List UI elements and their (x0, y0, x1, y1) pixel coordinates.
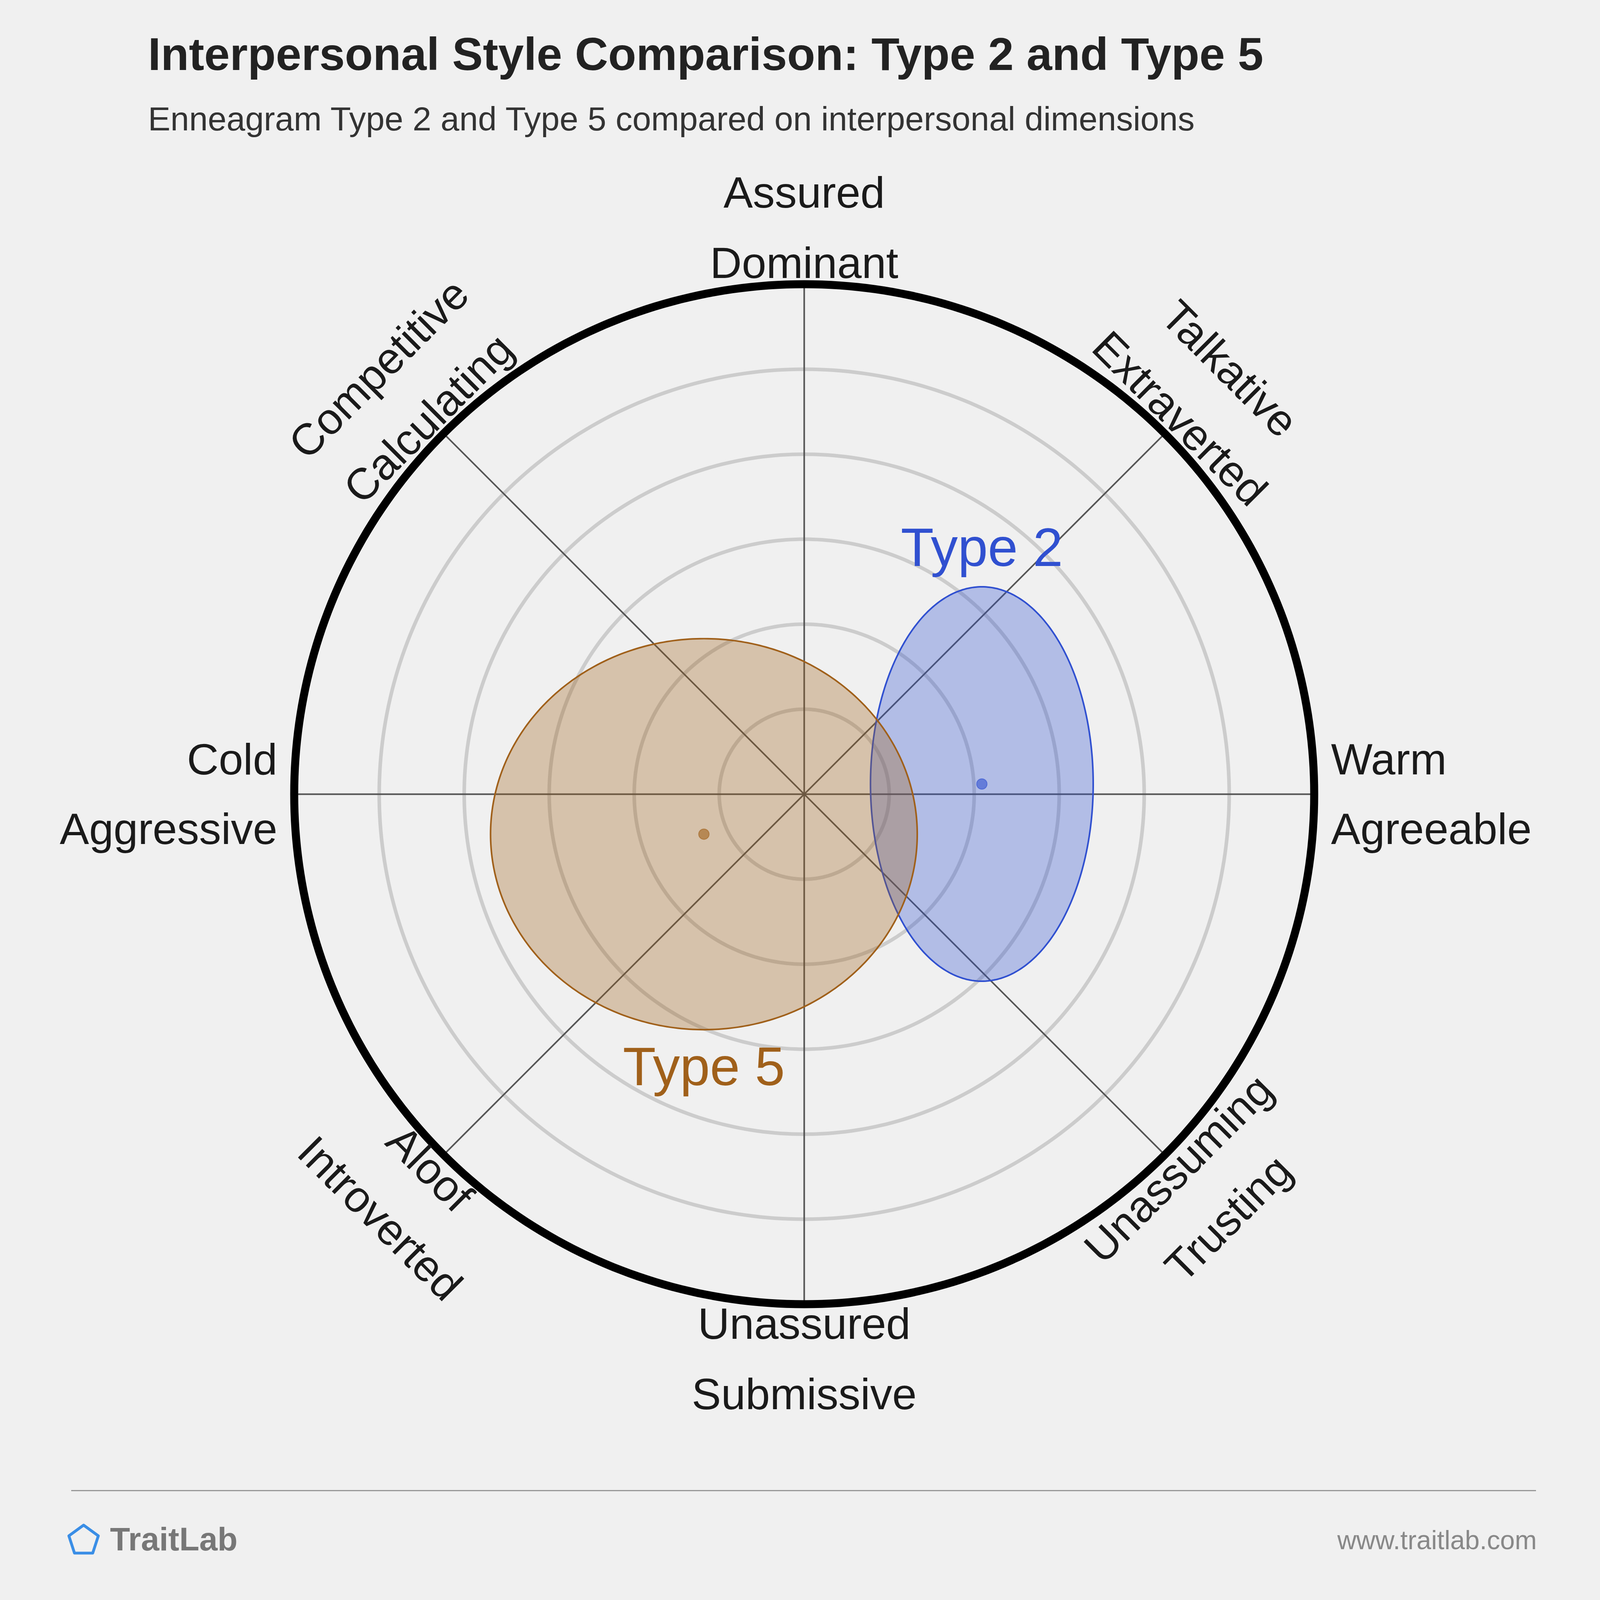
svg-text:Unassured: Unassured (698, 1298, 911, 1348)
svg-text:Calculating: Calculating (334, 324, 523, 513)
svg-text:Aggressive: Aggressive (59, 804, 278, 854)
svg-text:Introverted: Introverted (288, 1126, 472, 1310)
svg-text:Assured: Assured (723, 167, 886, 217)
svg-text:Warm: Warm (1331, 734, 1447, 784)
svg-text:Type 2: Type 2 (900, 517, 1063, 578)
svg-text:Talkative: Talkative (1152, 290, 1308, 447)
svg-text:Aloof: Aloof (377, 1115, 483, 1222)
svg-text:Dominant: Dominant (710, 238, 899, 288)
svg-text:Agreeable: Agreeable (1331, 804, 1532, 854)
svg-text:Extraverted: Extraverted (1083, 321, 1278, 516)
html-text:www.traitlab.com: www.traitlab.com (1337, 1525, 1537, 1555)
svg-text:Competitive: Competitive (278, 268, 478, 468)
svg-text:Cold: Cold (186, 734, 278, 784)
svg-text:Unassuming: Unassuming (1074, 1064, 1283, 1273)
html-text:TraitLab: TraitLab (110, 1520, 238, 1557)
html-text:Enneagram Type 2 and Type 5 co: Enneagram Type 2 and Type 5 compared on … (148, 100, 1195, 138)
svg-text:Trusting: Trusting (1155, 1145, 1302, 1292)
svg-text:Type 5: Type 5 (622, 1036, 785, 1097)
svg-text:Submissive: Submissive (691, 1369, 917, 1419)
html-text:Interpersonal Style Comparison: Interpersonal Style Comparison: Type 2 a… (148, 28, 1264, 80)
